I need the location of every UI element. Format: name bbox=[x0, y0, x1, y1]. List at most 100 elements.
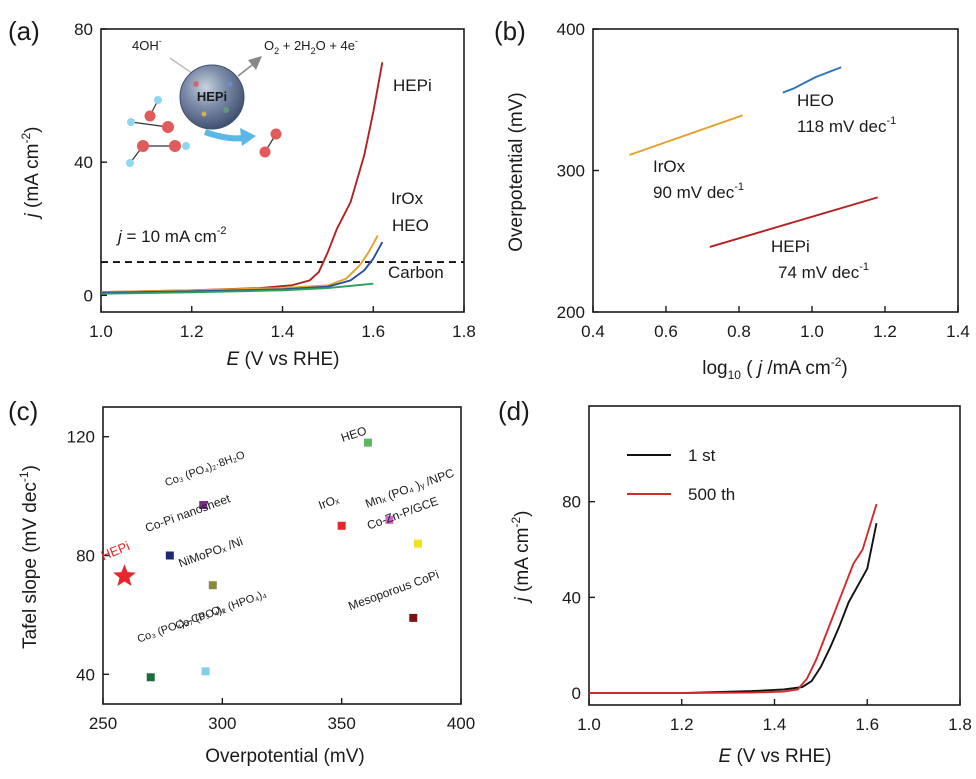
point-label-mesoporous-copi: Mesoporous CoPi bbox=[346, 567, 440, 613]
x-tick-label: 300 bbox=[208, 714, 236, 733]
x-tick-label: 1.0 bbox=[89, 322, 113, 341]
point-marker-mesoporous-copi bbox=[409, 613, 418, 622]
tafel-label-heo: HEO bbox=[797, 91, 834, 110]
panel-b: (b) 0.4 0.6 0.8 1.0 1.2 1.4 200 300 400 HEO 118 … bbox=[494, 16, 970, 382]
inset-flow-arrow bbox=[204, 129, 244, 142]
inset-product: O2 + 2H2O + 4e- bbox=[264, 36, 358, 56]
point-marker-mn-po-npc bbox=[385, 515, 394, 524]
x-tick-label: 1.4 bbox=[946, 322, 970, 341]
panel-d-plot-frame bbox=[588, 405, 961, 706]
y-tick-label: 40 bbox=[562, 588, 581, 607]
series-line-irox bbox=[629, 114, 743, 156]
inset-sphere-speck bbox=[227, 81, 233, 87]
point-marker-co-pi-nanosheet bbox=[165, 551, 174, 560]
series-line-hepi bbox=[709, 196, 878, 248]
tafel-value-irox: 90 mV dec-1 bbox=[653, 181, 744, 202]
panel-a-series bbox=[100, 62, 384, 295]
panel-a-label: (a) bbox=[8, 16, 40, 46]
point-marker-iro bbox=[337, 521, 346, 530]
inset-reactant: 4OH- bbox=[132, 36, 162, 53]
series-line-irox bbox=[100, 234, 379, 293]
x-tick-label: 1.4 bbox=[763, 715, 787, 734]
point-label-irox: IrOₓ bbox=[317, 492, 341, 512]
panel-b-ticks: 0.4 0.6 0.8 1.0 1.2 1.4 200 300 400 bbox=[557, 20, 970, 341]
x-tick-label: 1.8 bbox=[452, 322, 476, 341]
point-marker-nimopo-ni bbox=[208, 581, 217, 590]
x-tick-label: 0.6 bbox=[654, 322, 678, 341]
panel-d-label: (d) bbox=[498, 396, 530, 426]
y-tick-label: 0 bbox=[84, 286, 93, 305]
y-tick-label: 80 bbox=[74, 20, 93, 39]
panel-c-ticks: 250 300 350 400 40 80 120 bbox=[67, 428, 476, 733]
x-tick-label: 1.4 bbox=[271, 322, 295, 341]
panel-a-xlabel: E (V vs RHE) bbox=[227, 349, 340, 370]
point-label-co3po4-8h2o: Co₃ (PO₄)₂·8H₂O bbox=[163, 449, 247, 489]
panel-c-xlabel: Overpotential (mV) bbox=[205, 746, 364, 767]
y-tick-label: 40 bbox=[74, 153, 93, 172]
x-tick-label: 0.8 bbox=[727, 322, 751, 341]
legend-label-500th: 500 th bbox=[688, 485, 735, 504]
x-tick-label: 1.2 bbox=[873, 322, 897, 341]
panel-d: (d) 1.0 1.2 1.4 1.6 1.8 0 40 80 1 st 500 th j (… bbox=[498, 396, 972, 767]
point-marker-co-zn-p-gce bbox=[414, 539, 423, 548]
inset-sphere-speck bbox=[193, 81, 199, 87]
x-tick-label: 1.0 bbox=[800, 322, 824, 341]
inset-sphere-speck bbox=[223, 107, 229, 113]
y-tick-label: 40 bbox=[76, 665, 95, 684]
point-marker-heo bbox=[363, 438, 372, 447]
panel-c-label: (c) bbox=[8, 396, 38, 426]
series-line-heo bbox=[100, 241, 384, 294]
panel-b-label: (b) bbox=[494, 16, 526, 46]
panel-c-ylabel: Tafel slope (mV dec-1) bbox=[17, 465, 41, 649]
series-label-hepi: HEPi bbox=[393, 76, 432, 95]
x-tick-label: 1.8 bbox=[948, 715, 972, 734]
point-marker-hepi bbox=[113, 564, 136, 586]
x-tick-label: 1.6 bbox=[855, 715, 879, 734]
panel-c-plot-frame bbox=[102, 406, 462, 705]
series-label-carbon: Carbon bbox=[388, 263, 444, 282]
inset-sphere-speck bbox=[201, 111, 207, 117]
inset-catalyst-label: HEPi bbox=[197, 89, 227, 104]
series-label-heo: HEO bbox=[392, 216, 429, 235]
panel-a-ticks: 1.0 1.2 1.4 1.6 1.8 0 40 80 bbox=[74, 20, 476, 341]
panel-d-xlabel: E (V vs RHE) bbox=[719, 746, 832, 767]
y-tick-label: 0 bbox=[572, 684, 581, 703]
y-tick-label: 200 bbox=[557, 303, 585, 322]
x-tick-label: 400 bbox=[447, 714, 475, 733]
x-tick-label: 1.2 bbox=[180, 322, 204, 341]
inset-arrow-out-head bbox=[248, 56, 262, 70]
panel-b-xlabel: log10 ( j /mA cm-2) bbox=[702, 355, 847, 382]
y-tick-label: 120 bbox=[67, 428, 95, 447]
tafel-value-heo: 118 mV dec-1 bbox=[797, 115, 896, 136]
point-label-copi-nanosheet: Co-Pi nanosheet bbox=[143, 491, 232, 535]
legend-label-1st: 1 st bbox=[688, 446, 716, 465]
y-tick-label: 80 bbox=[562, 493, 581, 512]
panel-b-plot-frame bbox=[592, 28, 959, 313]
tafel-label-hepi: HEPi bbox=[771, 237, 810, 256]
panel-a-ylabel: j (mA cm-2) bbox=[19, 127, 43, 221]
point-marker-co-po-hpo bbox=[201, 667, 210, 676]
y-tick-label: 400 bbox=[557, 20, 585, 39]
tafel-label-irox: IrOx bbox=[653, 157, 686, 176]
x-tick-label: 0.4 bbox=[581, 322, 605, 341]
point-marker-co-po-8h-o bbox=[199, 501, 208, 510]
panel-d-series bbox=[589, 503, 878, 694]
x-tick-label: 1.0 bbox=[577, 715, 601, 734]
x-tick-label: 1.6 bbox=[361, 322, 385, 341]
panel-d-ylabel: j (mA cm-2) bbox=[509, 511, 533, 605]
panel-a-inset: 4OH- O2 + 2H2O + 4e- HEPi bbox=[126, 36, 358, 167]
panel-b-series bbox=[629, 66, 878, 248]
series-line-1-st bbox=[589, 523, 878, 694]
point-label-nimopox: NiMoPOₓ /Ni bbox=[177, 534, 245, 570]
tafel-value-hepi: 74 mV dec-1 bbox=[778, 261, 869, 282]
y-tick-label: 80 bbox=[76, 547, 95, 566]
panel-c-points bbox=[113, 438, 423, 682]
point-label-co7po4hpo4: Co₇ (PO₄)₂ (HPO₄)₄ bbox=[174, 588, 269, 632]
point-marker-co-po-co-o bbox=[146, 673, 155, 682]
y-tick-label: 300 bbox=[557, 162, 585, 181]
x-tick-label: 350 bbox=[327, 714, 355, 733]
inset-molecules bbox=[126, 96, 282, 167]
panel-d-legend: 1 st 500 th bbox=[627, 446, 735, 504]
